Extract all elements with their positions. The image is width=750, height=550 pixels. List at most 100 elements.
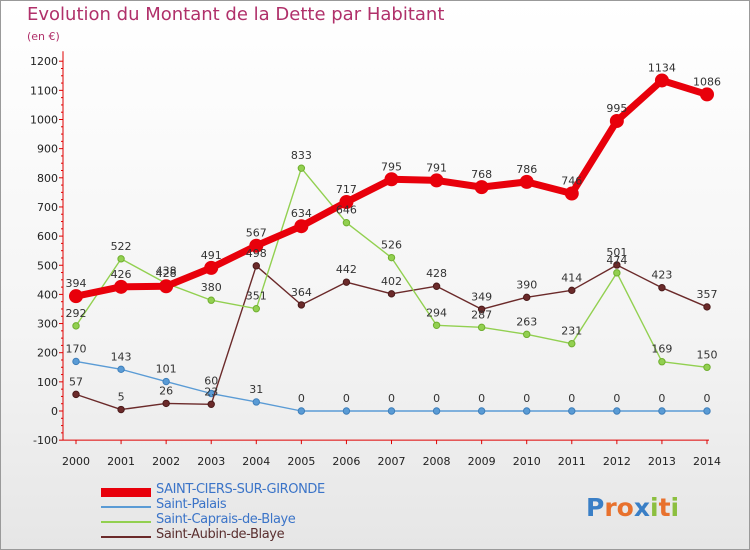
data-label: 150 [697,348,718,361]
legend-swatch [101,488,151,497]
data-label: 0 [523,392,530,405]
data-point [613,407,621,415]
data-point [297,164,306,172]
data-point [387,290,396,298]
logo-letter: o [616,493,634,522]
data-point [117,365,125,374]
logo-letter: P [586,493,605,522]
data-point [432,407,441,415]
legend-label: Saint-Caprais-de-Blaye [156,512,296,527]
data-label: 101 [156,363,177,376]
data-label: 57 [69,375,83,388]
data-label: 287 [471,308,492,321]
logo-letter: t [658,493,671,522]
chart-title: Evolution du Montant de la Dette par Hab… [27,4,445,25]
logo-letter: r [604,493,617,522]
data-label: 995 [606,102,627,115]
y-tick-label: 800 [37,172,58,185]
data-point [162,377,170,386]
data-point [72,357,80,366]
data-point [519,174,534,189]
y-tick-label: 900 [37,143,58,156]
legend-label: Saint-Aubin-de-Blaye [156,527,285,542]
data-label: 23 [204,385,218,398]
data-point [297,301,306,309]
data-label: 170 [66,342,87,355]
data-label: 474 [606,254,627,267]
data-point [252,398,260,406]
data-label: 26 [159,384,173,397]
x-tick-label: 2005 [287,455,315,468]
x-tick-label: 2011 [558,455,586,468]
data-label: 143 [111,350,132,363]
data-point [613,269,621,277]
data-label: 0 [298,392,305,405]
data-point [658,358,666,366]
data-point [523,293,531,302]
data-label: 364 [291,286,312,299]
data-label: 0 [433,392,440,405]
data-point [339,194,354,209]
data-label: 1134 [648,61,676,74]
x-tick-label: 2000 [62,455,90,468]
data-label: 428 [156,267,177,280]
data-point [159,279,174,294]
data-label: 394 [66,277,87,290]
x-tick-label: 2014 [693,455,721,468]
data-label: 746 [561,175,582,188]
data-label: 0 [478,392,485,405]
data-point [204,260,219,275]
data-label: 1086 [693,75,721,88]
data-label: 833 [291,149,312,162]
data-label: 526 [381,239,402,252]
unit-label: (en €) [27,30,60,43]
data-point [429,173,444,188]
data-label: 795 [381,160,402,173]
data-label: 380 [201,281,222,294]
legend-swatch [101,521,151,523]
data-label: 60 [204,375,218,388]
data-point [117,405,125,414]
x-tick-label: 2009 [468,455,496,468]
data-point [432,282,441,290]
y-tick-label: 1200 [30,55,58,68]
data-label: 0 [704,392,711,405]
logo-letter: i [670,493,680,522]
data-label: 0 [568,392,575,405]
data-label: 717 [336,183,357,196]
data-point [69,289,83,304]
data-label: 0 [658,392,665,405]
legend-swatch [101,536,151,538]
data-label: 646 [336,204,357,217]
x-tick-label: 2012 [603,455,631,468]
data-point [384,172,399,187]
data-label: 501 [606,246,627,259]
data-point [114,279,129,294]
data-point [477,323,486,332]
data-point [613,261,621,269]
data-label: 498 [246,247,267,260]
data-label: 402 [381,275,402,288]
data-label: 292 [66,307,87,320]
data-label: 522 [111,240,132,253]
data-label: 442 [336,263,357,276]
y-tick-label: 0 [51,405,58,418]
data-label: 428 [426,267,447,280]
y-tick-label: 700 [37,201,58,214]
data-point [294,219,309,234]
data-point [609,113,624,128]
data-point [207,400,215,408]
logo-letter: i [650,493,659,522]
legend-swatch [101,506,151,508]
y-tick-label: 400 [37,288,58,301]
data-label: 231 [561,325,582,338]
y-tick-label: 600 [37,230,58,243]
x-tick-label: 2001 [107,455,135,468]
data-point [703,407,711,415]
data-label: 390 [516,278,537,291]
data-label: 0 [343,392,350,405]
y-tick-label: 1100 [30,84,58,97]
proxiti-logo: Proxiti [586,493,679,522]
data-point [654,73,669,88]
data-label: 349 [471,290,492,303]
